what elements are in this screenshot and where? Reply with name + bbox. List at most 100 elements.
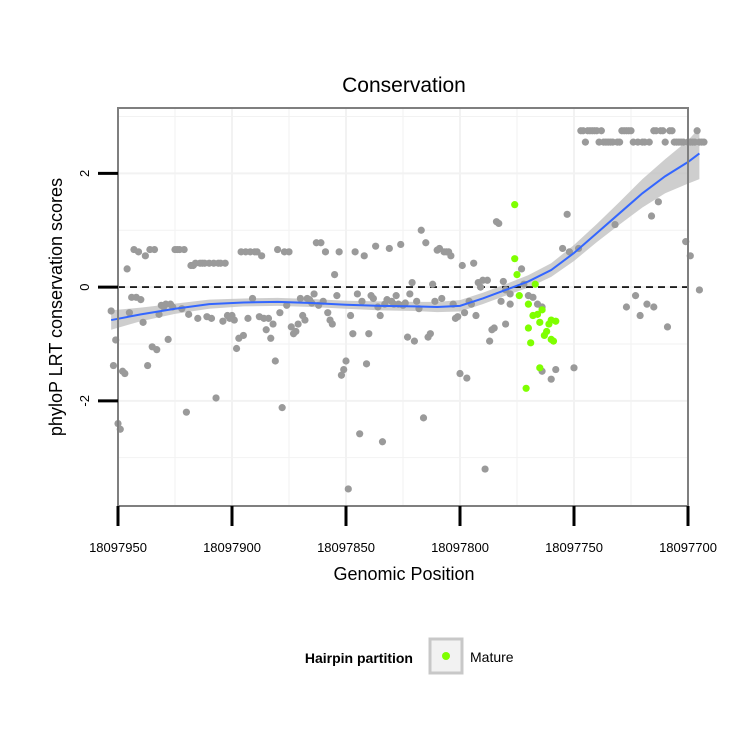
data-point xyxy=(565,248,574,256)
x-tick-label: 18097750 xyxy=(545,540,603,555)
data-point xyxy=(661,138,669,146)
data-point xyxy=(278,404,286,412)
data-point xyxy=(547,375,555,383)
data-point xyxy=(663,323,672,331)
smooth-line-layer xyxy=(110,152,700,322)
data-point xyxy=(581,138,590,146)
legend: Hairpin partition Mature xyxy=(305,637,514,675)
data-point xyxy=(267,334,275,342)
data-point xyxy=(258,252,266,260)
data-point xyxy=(328,320,336,328)
data-point xyxy=(374,303,382,311)
y-tick-label: -2 xyxy=(77,395,92,407)
data-point xyxy=(668,127,676,135)
data-point xyxy=(627,127,635,135)
data-point xyxy=(346,311,355,320)
data-point xyxy=(264,314,273,322)
data-point xyxy=(417,226,425,234)
legend-title: Hairpin partition xyxy=(305,650,413,666)
data-point xyxy=(616,138,624,146)
data-point xyxy=(141,252,149,260)
x-tick-label: 18097850 xyxy=(317,540,375,555)
data-point xyxy=(292,327,300,336)
data-point xyxy=(180,245,188,254)
mature-data-point xyxy=(511,201,519,209)
data-point xyxy=(481,465,489,473)
data-point xyxy=(401,299,409,307)
data-point xyxy=(107,307,115,315)
plot-panel xyxy=(107,107,708,507)
x-tick-label: 18097900 xyxy=(203,540,261,555)
data-point xyxy=(274,245,282,254)
data-point xyxy=(413,297,421,305)
data-point xyxy=(659,127,667,135)
data-point xyxy=(410,337,418,345)
data-point xyxy=(454,313,462,321)
data-point xyxy=(486,337,494,345)
data-point xyxy=(248,294,257,303)
mature-data-point xyxy=(524,300,533,308)
data-point xyxy=(342,357,350,365)
x-tick-label: 18097800 xyxy=(431,540,489,555)
data-point xyxy=(344,485,352,493)
mature-data-point xyxy=(524,324,533,332)
data-point xyxy=(495,219,503,228)
loess-smooth-line xyxy=(110,152,700,322)
data-point xyxy=(458,261,466,270)
y-tick-label: 2 xyxy=(77,170,92,177)
data-point xyxy=(230,316,238,324)
data-point xyxy=(447,252,455,260)
mature-data-point xyxy=(538,306,546,314)
data-point xyxy=(693,127,701,135)
data-point xyxy=(470,259,478,267)
data-point xyxy=(144,361,152,370)
data-point xyxy=(134,248,143,256)
data-point xyxy=(559,244,567,253)
data-point xyxy=(570,364,578,372)
mature-data-point xyxy=(515,292,523,300)
data-point xyxy=(406,290,414,298)
data-point xyxy=(331,270,339,279)
data-point xyxy=(337,371,346,379)
data-point xyxy=(631,292,640,300)
data-point xyxy=(153,346,161,354)
data-point xyxy=(321,248,330,256)
mature-data-point xyxy=(522,384,530,392)
data-point xyxy=(335,248,343,256)
data-point xyxy=(317,239,325,247)
data-point xyxy=(296,294,304,303)
y-axis: -2 0 2 xyxy=(77,170,118,407)
data-point xyxy=(276,309,284,317)
data-point xyxy=(378,438,387,446)
data-point xyxy=(563,210,571,218)
data-point xyxy=(431,297,439,305)
data-point xyxy=(207,314,216,322)
data-point xyxy=(349,330,357,338)
data-point xyxy=(137,296,145,304)
mature-data-point xyxy=(536,364,544,372)
data-point xyxy=(372,242,380,250)
data-point xyxy=(397,240,405,249)
data-point xyxy=(654,198,662,206)
legend-mature-marker xyxy=(442,652,450,660)
data-point xyxy=(517,265,526,273)
data-point xyxy=(499,277,507,286)
data-point xyxy=(476,283,485,291)
data-point xyxy=(283,301,291,309)
x-tick-label: 18097700 xyxy=(659,540,717,555)
data-point xyxy=(294,320,302,328)
data-point xyxy=(360,252,368,260)
data-point xyxy=(221,259,229,267)
mature-data-point xyxy=(552,317,560,325)
data-point xyxy=(358,297,366,305)
data-point xyxy=(244,314,252,322)
data-point xyxy=(109,361,118,370)
data-point xyxy=(429,280,437,288)
y-axis-label: phyloP LRT conservation scores xyxy=(46,178,66,436)
data-point xyxy=(269,320,277,328)
data-point xyxy=(460,309,469,317)
mature-data-point xyxy=(513,270,521,279)
data-point xyxy=(376,311,384,320)
data-point xyxy=(463,374,471,382)
data-point xyxy=(483,276,491,284)
